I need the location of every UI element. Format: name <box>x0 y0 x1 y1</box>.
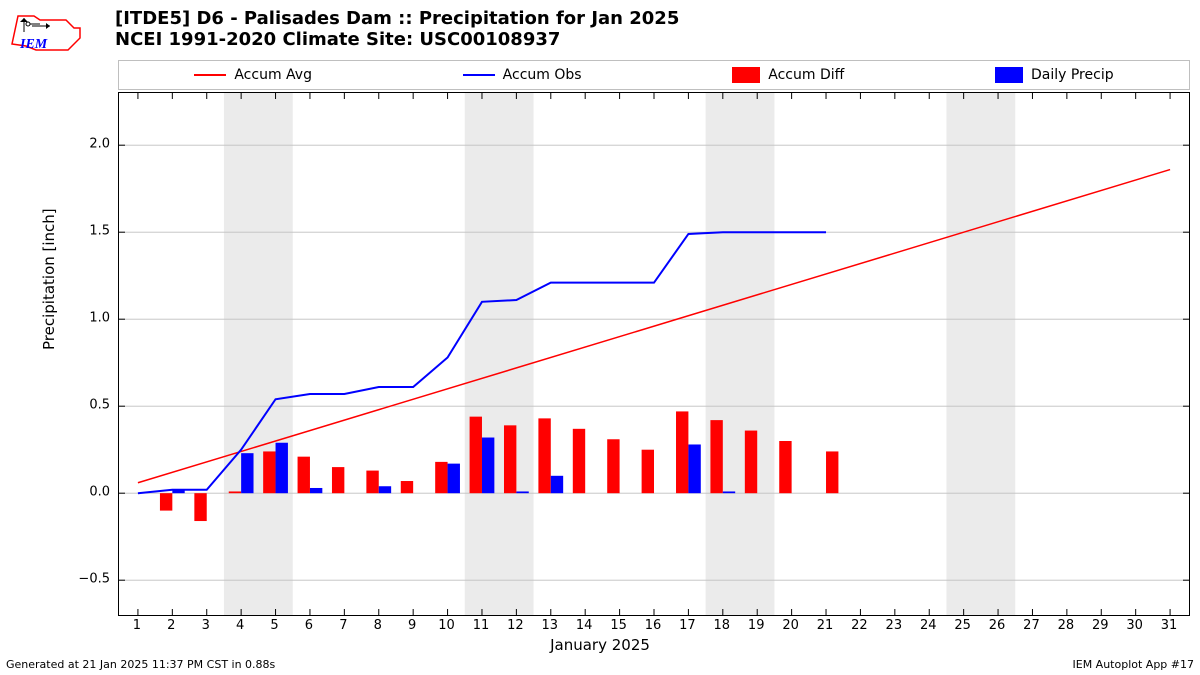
x-tick-label: 13 <box>542 618 559 633</box>
legend-label: Accum Avg <box>234 67 312 83</box>
svg-text:IEM: IEM <box>19 37 48 52</box>
x-tick-label: 27 <box>1023 618 1040 633</box>
x-tick-label: 11 <box>473 618 490 633</box>
chart-title-line1: [ITDE5] D6 - Palisades Dam :: Precipitat… <box>115 8 679 29</box>
x-tick-label: 30 <box>1126 618 1143 633</box>
y-tick-label: 0.5 <box>70 398 110 413</box>
x-tick-label: 18 <box>714 618 731 633</box>
chart-title-line2: NCEI 1991-2020 Climate Site: USC00108937 <box>115 29 679 50</box>
iem-logo: IEM <box>6 6 86 60</box>
x-tick-label: 3 <box>202 618 210 633</box>
legend-swatch <box>732 67 760 83</box>
x-tick-label: 17 <box>679 618 696 633</box>
x-tick-label: 1 <box>133 618 141 633</box>
x-tick-label: 6 <box>305 618 313 633</box>
x-tick-label: 25 <box>954 618 971 633</box>
legend: Accum Avg Accum Obs Accum Diff Daily Precip <box>118 60 1190 90</box>
x-tick-label: 22 <box>851 618 868 633</box>
footer-generated: Generated at 21 Jan 2025 11:37 PM CST in… <box>6 658 275 671</box>
x-tick-label: 10 <box>438 618 455 633</box>
plot-area <box>118 92 1190 616</box>
x-tick-label: 4 <box>236 618 244 633</box>
x-tick-label: 31 <box>1161 618 1178 633</box>
legend-label: Daily Precip <box>1031 67 1114 83</box>
legend-swatch <box>995 67 1023 83</box>
x-tick-label: 24 <box>920 618 937 633</box>
legend-label: Accum Diff <box>768 67 844 83</box>
x-tick-label: 5 <box>270 618 278 633</box>
legend-swatch <box>194 74 226 76</box>
chart-title-block: [ITDE5] D6 - Palisades Dam :: Precipitat… <box>115 8 679 50</box>
x-tick-label: 15 <box>610 618 627 633</box>
legend-item: Accum Obs <box>463 67 582 83</box>
legend-item: Accum Diff <box>732 67 844 83</box>
x-tick-label: 16 <box>645 618 662 633</box>
y-tick-label: −0.5 <box>70 572 110 587</box>
x-tick-label: 21 <box>817 618 834 633</box>
x-tick-label: 26 <box>989 618 1006 633</box>
legend-item: Daily Precip <box>995 67 1114 83</box>
x-tick-label: 20 <box>782 618 799 633</box>
legend-swatch <box>463 74 495 76</box>
x-axis-label: January 2025 <box>0 636 1200 654</box>
x-tick-label: 29 <box>1092 618 1109 633</box>
x-tick-label: 12 <box>507 618 524 633</box>
x-tick-label: 7 <box>339 618 347 633</box>
legend-label: Accum Obs <box>503 67 582 83</box>
legend-item: Accum Avg <box>194 67 312 83</box>
x-tick-label: 8 <box>374 618 382 633</box>
x-tick-label: 19 <box>748 618 765 633</box>
y-axis-label: Precipitation [inch] <box>40 208 58 350</box>
y-tick-label: 0.0 <box>70 485 110 500</box>
x-tick-label: 9 <box>408 618 416 633</box>
x-tick-label: 14 <box>576 618 593 633</box>
y-tick-label: 2.0 <box>70 137 110 152</box>
y-tick-label: 1.0 <box>70 311 110 326</box>
x-tick-label: 2 <box>167 618 175 633</box>
x-tick-label: 23 <box>886 618 903 633</box>
footer-app: IEM Autoplot App #17 <box>1073 658 1195 671</box>
x-tick-label: 28 <box>1058 618 1075 633</box>
y-tick-label: 1.5 <box>70 224 110 239</box>
